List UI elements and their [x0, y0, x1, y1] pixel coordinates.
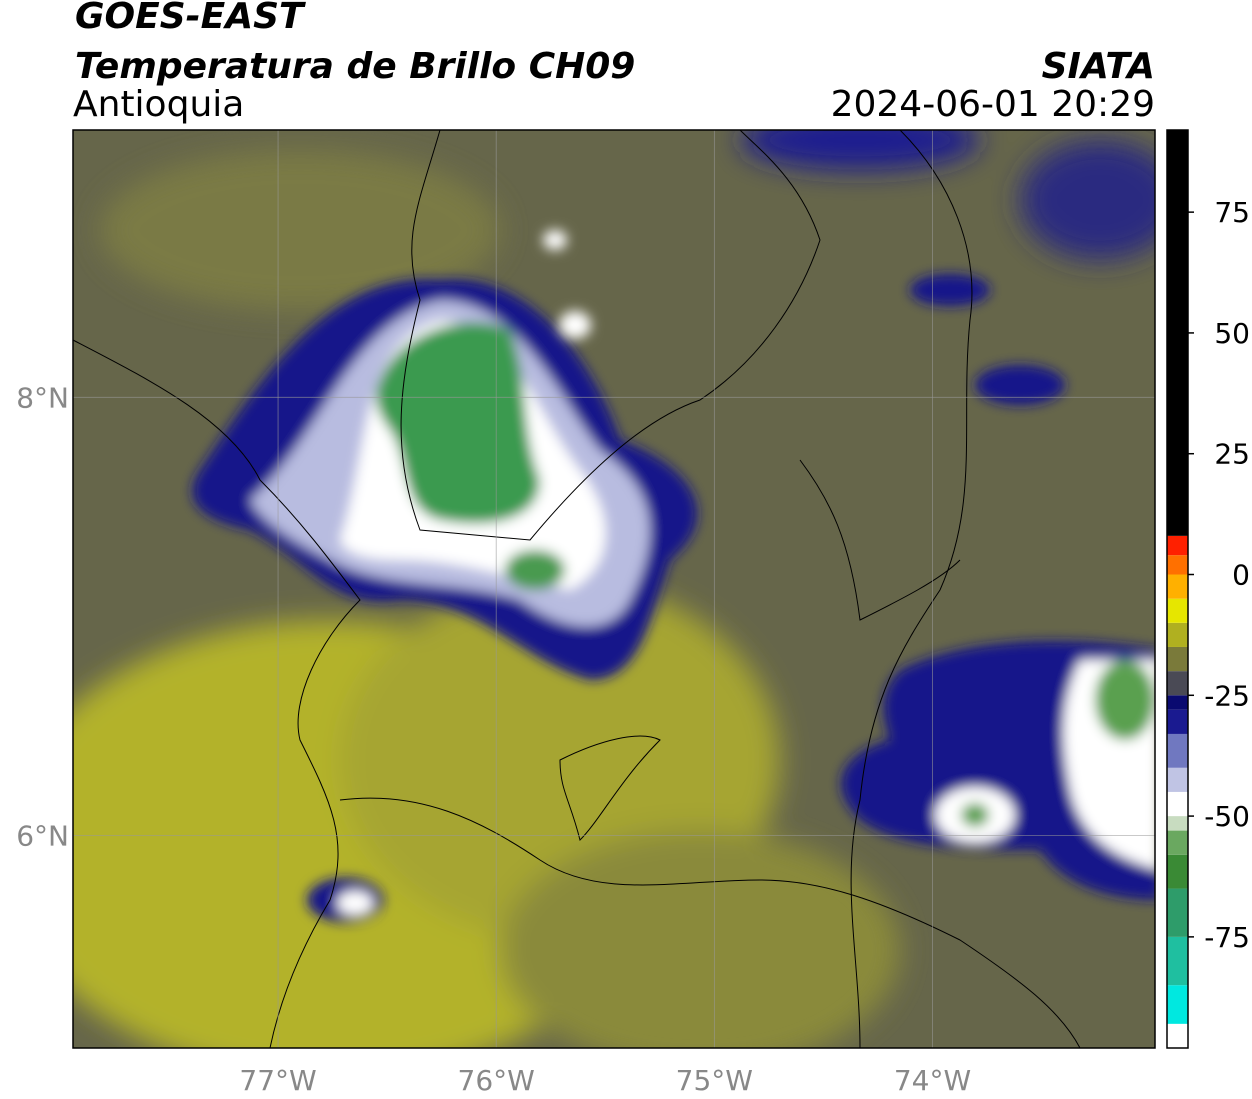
- colorbar-band: [1167, 709, 1188, 734]
- cold-cloud-core: [961, 803, 989, 827]
- colorbar-tick-label: -50: [1204, 800, 1250, 833]
- warm-area: [100, 150, 500, 310]
- colorbar-tick-label: 0: [1232, 559, 1250, 592]
- satellite-title: GOES-EAST: [75, 0, 306, 37]
- colorbar-band: [1167, 130, 1188, 536]
- cold-cloud-core: [375, 322, 540, 524]
- imagery: [73, 130, 1155, 1048]
- cold-cloud: [337, 891, 373, 915]
- department-border: [850, 130, 973, 1048]
- graticule: [73, 130, 1155, 1048]
- timestamp: 2024-06-01 20:29: [831, 84, 1155, 125]
- product-title: Temperatura de Brillo CH09: [75, 46, 635, 87]
- cold-cloud-core: [1095, 660, 1155, 740]
- coastline: [73, 339, 361, 1048]
- storm-west: [192, 279, 698, 680]
- colorbar-band: [1167, 888, 1188, 937]
- agency-label: SIATA: [1042, 46, 1155, 87]
- cold-area: [740, 130, 980, 170]
- colorbar-band: [1167, 733, 1188, 768]
- colorbar-band: [1167, 574, 1188, 599]
- colorbar-band: [1167, 985, 1188, 1024]
- cold-cloud: [975, 365, 1065, 405]
- cold-area: [1020, 140, 1155, 260]
- lat-tick-label: 8°N: [16, 381, 69, 414]
- lon-tick-label: 76°W: [458, 1064, 535, 1097]
- colorbar-band: [1167, 598, 1188, 623]
- cold-cloud: [559, 311, 591, 339]
- cold-cloud: [910, 274, 990, 306]
- lat-tick-label: 6°N: [16, 819, 69, 852]
- cold-cloud: [543, 230, 567, 250]
- municipal-border: [559, 735, 661, 841]
- colorbar-band: [1167, 1023, 1188, 1048]
- colorbar-band: [1167, 695, 1188, 710]
- colorbar-tick-label: 25: [1214, 438, 1250, 471]
- colorbar-tick-label: -75: [1204, 921, 1250, 954]
- colorbar-band: [1167, 555, 1188, 575]
- colorbar-band: [1167, 646, 1188, 672]
- warm-area: [500, 830, 900, 1048]
- colorbar-band: [1167, 791, 1188, 817]
- colorbar-band: [1167, 830, 1188, 855]
- cold-cloud-core: [505, 550, 565, 590]
- lon-tick-label: 74°W: [894, 1064, 971, 1097]
- colorbar-frame: [1166, 129, 1189, 1049]
- colorbar-band: [1167, 622, 1188, 647]
- colorbar-band: [1167, 816, 1188, 831]
- warm-regions: [73, 130, 1155, 1048]
- colorbar: [1167, 130, 1188, 1048]
- department-border: [400, 130, 821, 541]
- lon-tick-label: 77°W: [239, 1064, 316, 1097]
- department-border: [339, 797, 1081, 1048]
- colorbar-band: [1167, 671, 1188, 696]
- lon-tick-label: 75°W: [676, 1064, 753, 1097]
- colorbar-tick-label: 75: [1214, 196, 1250, 229]
- colorbar-tick-label: 50: [1214, 317, 1250, 350]
- colorbar-band: [1167, 767, 1188, 792]
- map-frame: [72, 129, 1156, 1049]
- colorbar-band: [1167, 854, 1188, 889]
- colorbar-band: [1167, 535, 1188, 556]
- region-label: Antioquia: [73, 84, 244, 125]
- colorbar-band: [1167, 936, 1188, 986]
- colorbar-tick-label: -25: [1204, 679, 1250, 712]
